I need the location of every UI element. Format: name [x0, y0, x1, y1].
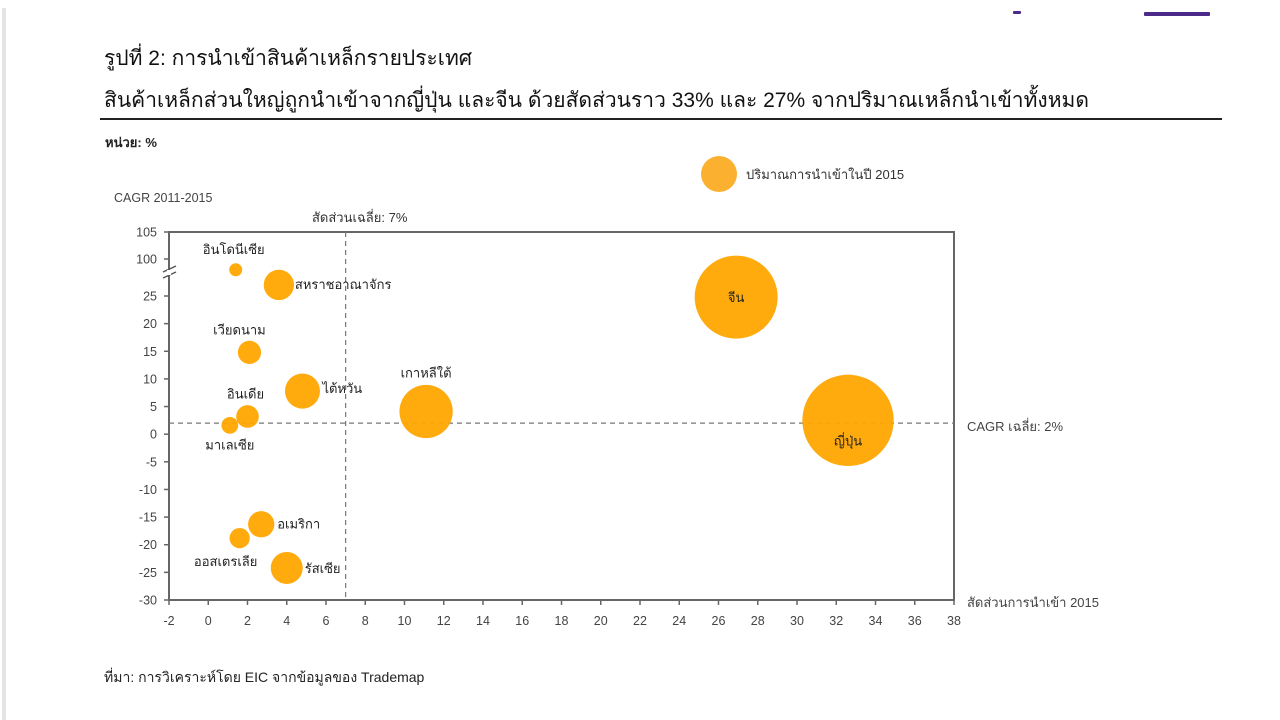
- unit-label: หน่วย: %: [105, 135, 157, 150]
- bubble-label: เกาหลีใต้: [401, 366, 452, 382]
- header-accent-bar: [1144, 12, 1210, 16]
- bubble-label: อินเดีย: [227, 386, 264, 402]
- legend-label: ปริมาณการนำเข้าในปี 2015: [746, 166, 905, 182]
- y-tick-label: 0: [150, 428, 157, 442]
- y-tick-label: -15: [139, 511, 157, 525]
- x-tick-label: 14: [476, 614, 490, 628]
- x-tick-label: 28: [751, 614, 765, 628]
- x-tick-label: 20: [594, 614, 608, 628]
- bubbles: [221, 255, 894, 584]
- x-tick-label: 18: [555, 614, 569, 628]
- header-accent-dash: [1013, 11, 1021, 14]
- x-tick-label: 16: [515, 614, 529, 628]
- bubble: [248, 511, 275, 538]
- bubble-label: รัสเซีย: [305, 561, 341, 577]
- x-tick-label: 38: [947, 614, 961, 628]
- bubble-label: ออสเตรเลีย: [194, 554, 257, 570]
- y-axis-title: CAGR 2011-2015: [114, 191, 213, 205]
- y-tick-label: 25: [143, 290, 157, 304]
- bubble: [229, 263, 243, 277]
- source-note: ที่มา: การวิเคราะห์โดย EIC จากข้อมูลของ …: [104, 669, 425, 685]
- x-tick-label: 30: [790, 614, 804, 628]
- bubble: [270, 551, 303, 584]
- bubble-label: เวียดนาม: [213, 322, 266, 338]
- x-tick-label: 24: [672, 614, 686, 628]
- x-tick-label: -2: [163, 614, 174, 628]
- bubble-label: อเมริกา: [277, 517, 320, 532]
- x-tick-label: 32: [829, 614, 843, 628]
- x-tick-label: 2: [244, 614, 251, 628]
- x-tick-label: 26: [712, 614, 726, 628]
- x-tick-label: 12: [437, 614, 451, 628]
- bubble-label: จีน: [728, 290, 745, 306]
- bubble-labels: อินโดนีเซียสหราชอาณาจักรเวียดนามไต้หวันอ…: [194, 242, 862, 577]
- y-tick-label: 5: [150, 400, 157, 414]
- y-tick-label: -20: [139, 538, 157, 552]
- x-tick-label: 8: [362, 614, 369, 628]
- bubble: [284, 373, 320, 409]
- title-divider: [100, 118, 1222, 120]
- y-tick-label: 100: [136, 253, 157, 267]
- x-tick-label: 36: [908, 614, 922, 628]
- bubble: [221, 416, 239, 434]
- x-tick-label: 0: [205, 614, 212, 628]
- reference-lines: [169, 232, 954, 600]
- bubble: [694, 255, 778, 339]
- y-tick-label: 20: [143, 317, 157, 331]
- y-tick-label: 10: [143, 372, 157, 386]
- y-tick-label: -10: [139, 483, 157, 497]
- bubble-label: อินโดนีเซีย: [203, 242, 265, 258]
- x-tick-label: 10: [398, 614, 412, 628]
- axis-break-mark: [162, 265, 177, 273]
- x-tick-label: 4: [283, 614, 290, 628]
- bubble: [399, 384, 453, 439]
- y-tick-label: -30: [139, 594, 157, 608]
- figure-title: รูปที่ 2: การนำเข้าสินค้าเหล็กรายประเทศ: [104, 47, 473, 70]
- legend-bubble-icon: [701, 156, 737, 192]
- avg-share-label: สัดส่วนเฉลี่ย: 7%: [312, 210, 408, 225]
- bubble-label: มาเลเซีย: [205, 437, 254, 453]
- bubble: [263, 269, 295, 301]
- avg-cagr-label: CAGR เฉลี่ย: 2%: [967, 419, 1064, 434]
- chart-legend: ปริมาณการนำเข้าในปี 2015: [701, 156, 904, 192]
- bubble: [802, 374, 894, 467]
- bubble: [236, 405, 259, 428]
- x-tick-label: 22: [633, 614, 647, 628]
- y-tick-label: -25: [139, 566, 157, 580]
- figure-subtitle: สินค้าเหล็กส่วนใหญ่ถูกนำเข้าจากญี่ปุ่น แ…: [104, 89, 1090, 112]
- x-tick-label: 34: [869, 614, 883, 628]
- bubble-label: สหราชอาณาจักร: [295, 278, 392, 293]
- x-tick-label: 6: [323, 614, 330, 628]
- x-axis: -2 0 2 4 6 8 10 12 14 16 18 20 22 24 26 28 30 32 34 36 38: [163, 600, 961, 628]
- y-tick-label: 105: [136, 226, 157, 240]
- y-tick-label: 15: [143, 345, 157, 359]
- y-tick-label: -5: [146, 455, 157, 469]
- bubble-label: ญี่ปุ่น: [834, 432, 862, 449]
- page-left-border: [2, 8, 6, 720]
- bubble-label: ไต้หวัน: [321, 381, 362, 397]
- x-axis-title: สัดส่วนการนำเข้า 2015: [967, 595, 1099, 610]
- bubble: [237, 340, 262, 364]
- bubble: [229, 527, 250, 549]
